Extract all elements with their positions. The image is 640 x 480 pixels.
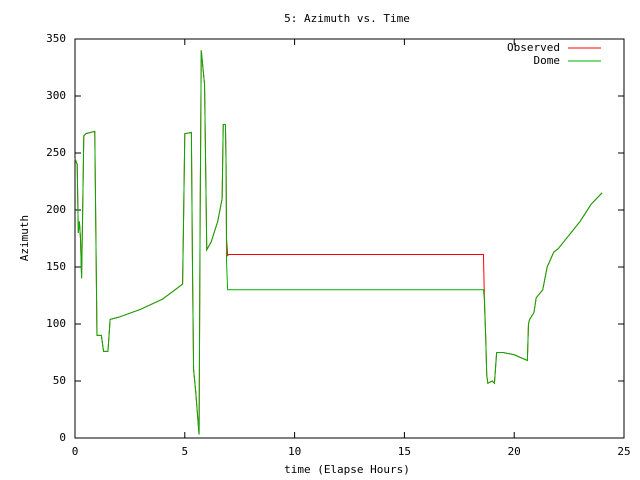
series-line	[74, 50, 603, 435]
y-tick-label: 300	[46, 89, 66, 102]
legend-label: Dome	[534, 54, 561, 67]
x-tick-label: 15	[398, 445, 411, 458]
chart-title: 5: Azimuth vs. Time	[284, 12, 410, 25]
legend-label: Observed	[507, 41, 560, 54]
plot-frame	[74, 38, 625, 439]
y-tick-label: 350	[46, 32, 66, 45]
y-tick-label: 100	[46, 317, 66, 330]
x-tick-label: 20	[508, 445, 521, 458]
y-tick-label: 200	[46, 203, 66, 216]
x-tick-label: 0	[72, 445, 79, 458]
y-tick-label: 0	[59, 431, 66, 444]
x-tick-label: 25	[617, 445, 630, 458]
y-tick-label: 150	[46, 260, 66, 273]
x-axis-label: time (Elapse Hours)	[284, 463, 410, 476]
y-tick-label: 250	[46, 146, 66, 159]
y-axis-label: Azimuth	[18, 215, 31, 261]
x-tick-label: 5	[181, 445, 188, 458]
x-tick-label: 10	[288, 445, 301, 458]
y-tick-label: 50	[53, 374, 66, 387]
